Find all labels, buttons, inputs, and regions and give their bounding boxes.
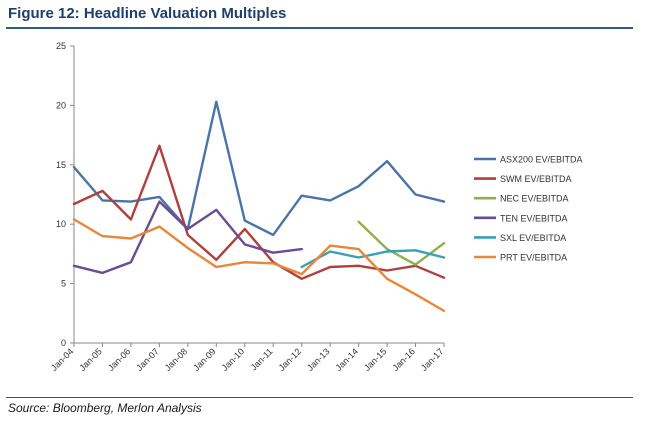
y-tick-label: 5 (61, 279, 66, 289)
x-tick-label: Jan-05 (77, 346, 104, 373)
legend-label-sxl: SXL EV/EBITDA (500, 233, 566, 243)
x-tick-label: Jan-17 (419, 346, 446, 373)
x-tick-label: Jan-04 (49, 346, 76, 373)
x-tick-label: Jan-14 (333, 346, 360, 373)
y-tick-label: 15 (56, 160, 66, 170)
legend-label-swm: SWM EV/EBITDA (500, 174, 572, 184)
figure-title: Figure 12: Headline Valuation Multiples (8, 5, 287, 22)
x-tick-label: Jan-10 (220, 346, 247, 373)
chart-legend: ASX200 EV/EBITDA SWM EV/EBITDA NEC EV/EBIT… (474, 155, 583, 263)
chart-series (72, 100, 446, 313)
x-tick-label: Jan-15 (362, 346, 389, 373)
legend-label-ten: TEN EV/EBITDA (500, 213, 568, 223)
source-rule (6, 397, 633, 398)
y-tick-label: 10 (56, 219, 66, 229)
y-tick-label: 0 (61, 338, 66, 348)
legend-label-asx200: ASX200 EV/EBITDA (500, 155, 583, 165)
title-rule (6, 27, 633, 29)
x-tick-label: Jan-07 (134, 346, 161, 373)
x-tick-label: Jan-06 (106, 346, 133, 373)
x-tick-label: Jan-13 (305, 346, 332, 373)
x-tick-label: Jan-08 (163, 346, 190, 373)
series-line-prt (72, 218, 446, 313)
series-line-sxl (300, 249, 446, 269)
x-tick-label: Jan-09 (191, 346, 218, 373)
y-tick-label: 25 (56, 41, 66, 51)
source-note: Source: Bloomberg, Merlon Analysis (8, 401, 202, 415)
legend-label-prt: PRT EV/EBITDA (500, 253, 567, 263)
legend-label-nec: NEC EV/EBITDA (500, 194, 569, 204)
series-line-ten (72, 200, 303, 275)
series-line-asx200 (72, 100, 446, 237)
series-line-nec (357, 220, 446, 266)
line-chart: 0 5 10 15 20 25 Jan-04 Jan-05 Jan-06 Jan-07 Jan-08… (49, 41, 583, 373)
y-tick-label: 20 (56, 100, 66, 110)
x-tick-label: Jan-16 (390, 346, 417, 373)
x-tick-label: Jan-12 (277, 346, 304, 373)
x-tick-label: Jan-11 (249, 346, 275, 372)
chart-axes: 0 5 10 15 20 25 Jan-04 Jan-05 Jan-06 Jan-07 Jan-08… (49, 41, 446, 373)
series-line-swm (72, 144, 446, 280)
